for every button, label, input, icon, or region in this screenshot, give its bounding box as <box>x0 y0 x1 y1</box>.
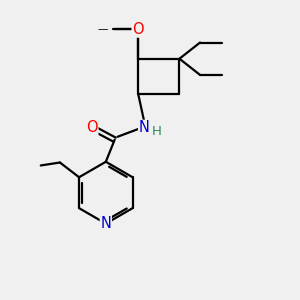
Text: O: O <box>132 22 144 37</box>
Text: —: — <box>98 24 108 34</box>
Text: –: – <box>97 24 103 34</box>
Text: O: O <box>132 22 144 37</box>
Text: N: N <box>139 120 149 135</box>
Text: N: N <box>100 216 111 231</box>
Text: H: H <box>152 125 162 138</box>
Text: O: O <box>86 120 98 135</box>
